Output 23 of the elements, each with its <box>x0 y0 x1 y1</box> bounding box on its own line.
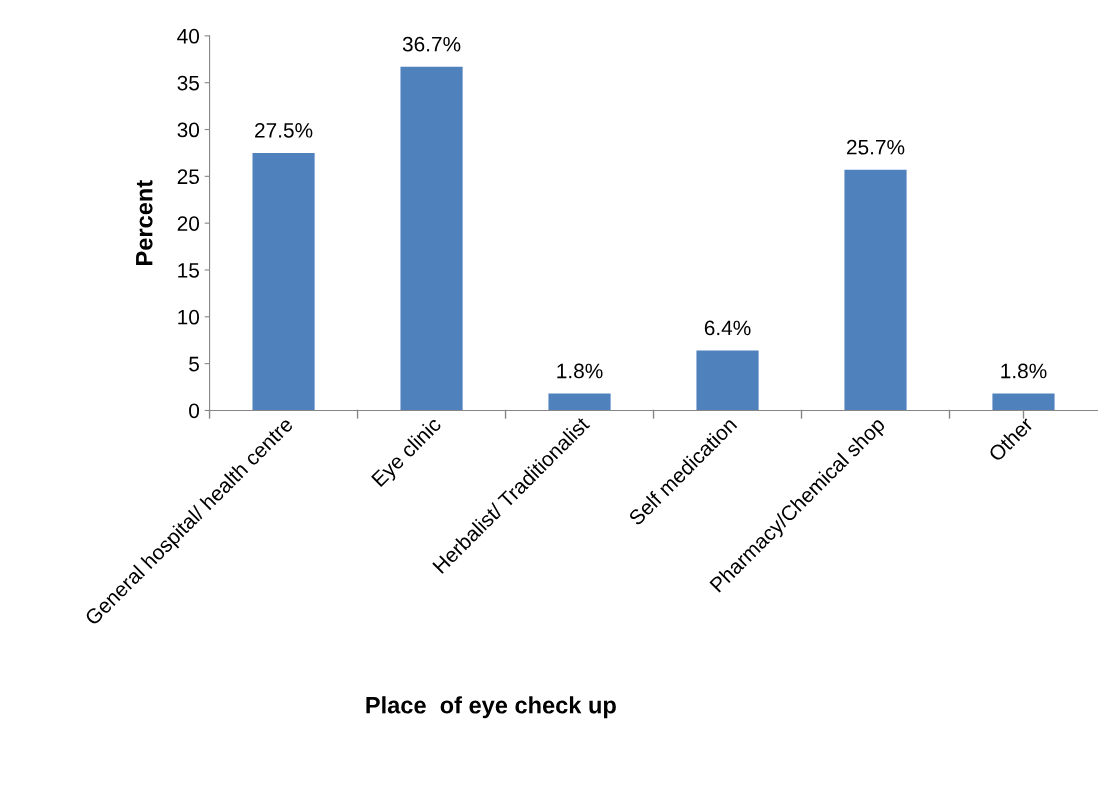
y-tick-label: 35 <box>177 75 199 91</box>
bar <box>992 393 1055 411</box>
y-tick-label: 40 <box>177 28 200 44</box>
y-tick-label: 5 <box>189 356 199 372</box>
y-tick-label: 25 <box>177 169 199 185</box>
bar <box>252 152 315 411</box>
y-tick-label: 30 <box>177 122 200 138</box>
data-label: 6.4% <box>704 320 751 336</box>
bar <box>844 169 907 411</box>
data-label: 1.8% <box>557 363 603 379</box>
bar <box>548 393 611 411</box>
bar <box>696 350 759 411</box>
data-label: 25.7% <box>847 139 905 155</box>
data-label: 27.5% <box>255 122 313 138</box>
data-label: 36.7% <box>402 36 461 52</box>
x-axis-title: Place of eye check up <box>366 696 616 719</box>
y-tick-label: 0 <box>189 403 200 419</box>
y-tick-label: 20 <box>177 216 200 231</box>
bar <box>400 66 463 411</box>
data-label: 1.8% <box>1001 363 1047 379</box>
y-axis-title: Percent <box>136 180 153 265</box>
y-tick-label: 10 <box>178 309 200 325</box>
y-tick-label: 15 <box>178 263 199 278</box>
